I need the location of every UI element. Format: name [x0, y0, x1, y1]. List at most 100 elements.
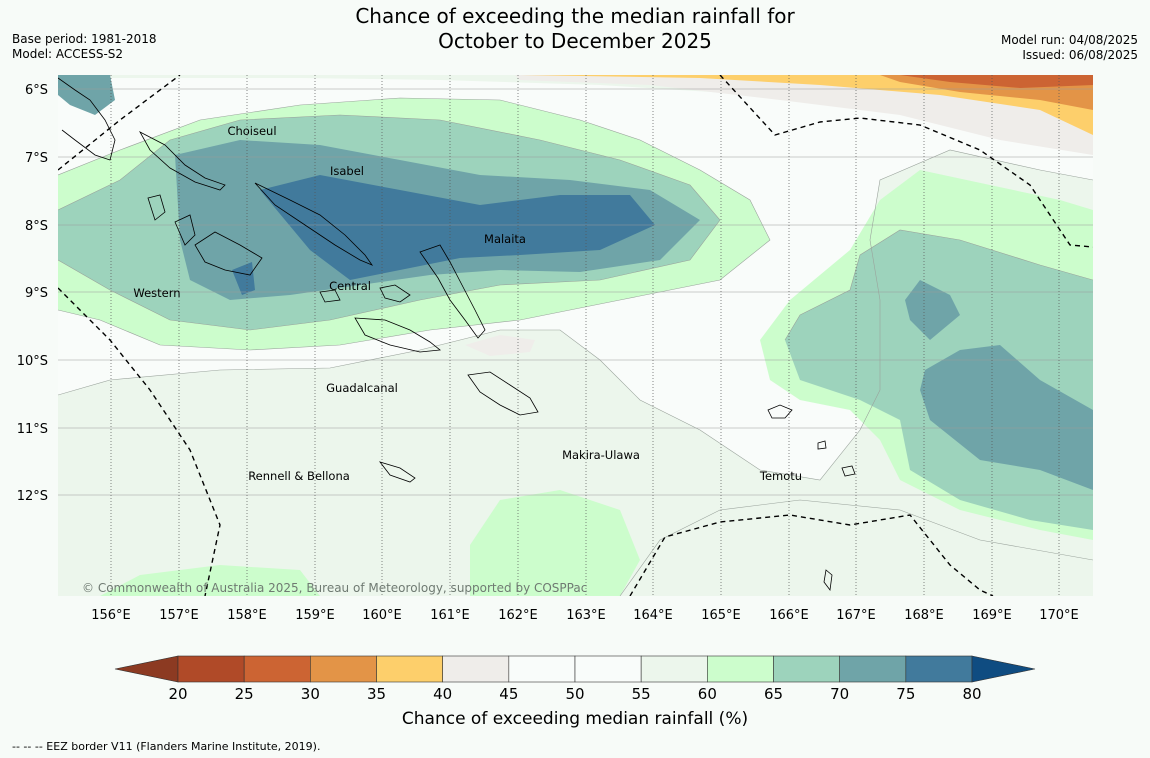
colorbar-cell	[243, 655, 311, 683]
colorbar-tick-label: 20	[168, 685, 187, 703]
coastlines	[58, 77, 856, 592]
band-55-60-south	[58, 470, 520, 596]
lon-label: 168°E	[904, 608, 944, 623]
band-75-80-small	[232, 262, 255, 295]
colorbar-tick-label: 35	[367, 685, 386, 703]
colorbar-cell	[839, 655, 907, 683]
band-55-60	[58, 75, 1093, 596]
colorbar-label: Chance of exceeding median rainfall (%)	[401, 709, 749, 729]
colorbar: 20 25 30 35 40 45 50 55 60 65 70 75 80	[114, 655, 1036, 703]
band-25-30	[900, 75, 1093, 88]
place-label-malaita: Malaita	[484, 232, 526, 246]
colorbar-cell	[574, 655, 642, 683]
longitude-labels: 156°E 157°E 158°E 159°E 160°E 161°E 162°…	[91, 608, 1079, 623]
colorbar-tick-label: 80	[962, 685, 981, 703]
lat-label: 9°S	[25, 286, 48, 301]
model-name: Model: ACCESS-S2	[12, 47, 124, 61]
map-title: Chance of exceeding the median rainfall …	[0, 4, 1150, 54]
colorbar-tick-label: 30	[301, 685, 320, 703]
makira-island	[467, 371, 539, 416]
colorbar-tick-label: 75	[896, 685, 915, 703]
latitude-labels: 6°S 7°S 8°S 9°S 10°S 11°S 12°S	[17, 83, 48, 504]
colorbar-tick-label: 55	[632, 685, 651, 703]
colorbar-cell	[773, 655, 840, 683]
colorbar-tick-label: 25	[235, 685, 254, 703]
place-label-western: Western	[133, 286, 180, 300]
band-45-50	[465, 335, 535, 356]
eez-legend-note: -- -- -- EEZ border V11 (Flanders Marine…	[12, 740, 321, 753]
central-island-b	[379, 284, 411, 303]
lon-label: 166°E	[769, 608, 809, 623]
rennell-island	[378, 461, 416, 483]
central-island-a	[319, 289, 341, 303]
contour-lines	[58, 97, 1093, 596]
lat-label: 11°S	[17, 422, 48, 437]
colorbar-cells	[177, 655, 973, 683]
lon-label: 157°E	[159, 608, 199, 623]
temotu-island-c	[817, 440, 827, 450]
lon-label: 169°E	[972, 608, 1012, 623]
lon-label: 160°E	[362, 608, 402, 623]
band-70-75-east-b	[920, 345, 1093, 490]
colorbar-tick-label: 50	[565, 685, 584, 703]
latitude-gridlines	[58, 88, 1093, 496]
title-line-2: October to December 2025	[438, 29, 712, 53]
band-60-65-southwest	[100, 565, 320, 596]
lon-label: 162°E	[498, 608, 538, 623]
lon-label: 159°E	[295, 608, 335, 623]
lon-label: 167°E	[836, 608, 876, 623]
colorbar-tick-label: 60	[698, 685, 717, 703]
copyright-notice: © Commonwealth of Australia 2025, Bureau…	[82, 581, 587, 595]
colorbar-cell	[640, 655, 708, 683]
choiseul-island	[139, 131, 226, 191]
band-75-80	[260, 175, 655, 280]
place-label-guadalcanal: Guadalcanal	[326, 381, 398, 395]
lon-label: 165°E	[701, 608, 741, 623]
colorbar-under-arrow	[114, 655, 179, 683]
colorbar-tick-labels: 20 25 30 35 40 45 50 55 60 65 70 75 80	[168, 685, 981, 703]
eez-border	[58, 75, 1093, 596]
lat-label: 8°S	[25, 219, 48, 234]
base-period: Base period: 1981-2018	[12, 32, 157, 46]
colorbar-cell	[508, 655, 576, 683]
temotu-island-d	[823, 569, 833, 592]
lat-label: 12°S	[17, 489, 48, 504]
colorbar-cell	[905, 655, 973, 683]
colorbar-cell	[442, 655, 510, 683]
lon-label: 161°E	[430, 608, 470, 623]
place-label-temotu: Temotu	[759, 469, 802, 483]
colorbar-tick-label: 70	[830, 685, 849, 703]
lon-label: 158°E	[227, 608, 267, 623]
run-info: Model run: 04/08/2025 Issued: 06/08/2025	[1001, 33, 1138, 63]
province-labels: Choiseul Isabel Malaita Western Central …	[133, 124, 802, 483]
temotu-island-a	[767, 404, 793, 419]
lat-label: 6°S	[25, 83, 48, 98]
isabel-island	[254, 182, 374, 266]
lat-label: 10°S	[17, 354, 48, 369]
issued-date: Issued: 06/08/2025	[1022, 48, 1138, 62]
new-georgia-island	[194, 231, 263, 276]
place-label-makira-ulawa: Makira-Ulawa	[562, 448, 640, 462]
place-label-isabel: Isabel	[330, 164, 364, 178]
band-55-60-southeast	[620, 500, 1093, 596]
colorbar-cell	[376, 655, 443, 683]
place-label-central: Central	[329, 279, 371, 293]
lat-label: 7°S	[25, 151, 48, 166]
place-label-choiseul: Choiseul	[227, 124, 276, 138]
ranongga-island	[147, 194, 166, 221]
lon-label: 164°E	[633, 608, 673, 623]
band-70-75-northwest	[58, 75, 115, 115]
band-60-65-south	[470, 490, 640, 596]
model-info: Base period: 1981-2018 Model: ACCESS-S2	[12, 32, 157, 62]
vella-lavella-island	[174, 214, 196, 246]
lon-label: 170°E	[1039, 608, 1079, 623]
rainfall-contours	[58, 75, 1093, 596]
colorbar-cell	[310, 655, 377, 683]
colorbar-cell	[177, 655, 245, 683]
temotu-island-b	[841, 465, 856, 477]
bougainville-coast	[58, 77, 116, 161]
guadalcanal-island	[354, 317, 442, 353]
lon-label: 163°E	[566, 608, 606, 623]
band-70-75-east-a	[905, 280, 960, 340]
